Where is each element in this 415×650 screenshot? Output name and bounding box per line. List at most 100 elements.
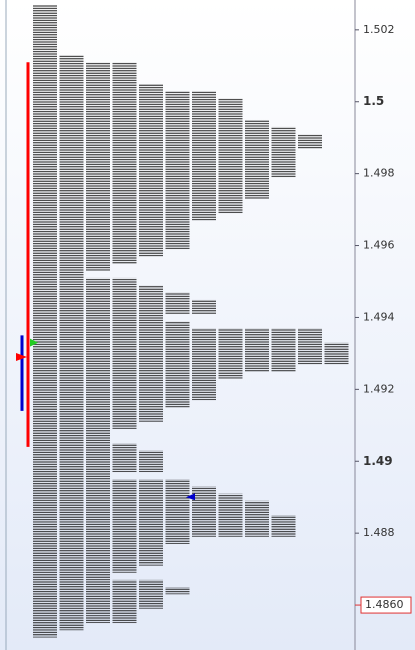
tpo-row xyxy=(33,119,272,127)
tpo-row xyxy=(33,177,272,185)
tpo-row xyxy=(33,227,192,235)
tpo-row xyxy=(33,69,139,77)
tpo-row xyxy=(33,385,219,393)
tpo-row xyxy=(33,4,60,12)
tpo-row xyxy=(33,400,192,408)
tpo-row xyxy=(33,126,298,135)
tpo-row xyxy=(33,529,298,537)
tpo-row xyxy=(33,536,192,544)
tpo-row xyxy=(33,220,192,228)
tpo-row xyxy=(33,213,219,221)
tpo-row xyxy=(33,90,219,99)
tpo-row xyxy=(33,335,325,343)
tpo-row xyxy=(33,565,139,573)
last-price-box xyxy=(360,596,412,614)
tpo-row xyxy=(33,105,245,113)
y-tick-label: 1.488 xyxy=(363,526,395,539)
tpo-row xyxy=(33,356,351,365)
tpo-row xyxy=(33,558,166,566)
tpo-row xyxy=(33,328,325,336)
tpo-row xyxy=(33,198,245,207)
tpo-row xyxy=(33,112,245,120)
tpo-row xyxy=(33,436,113,444)
tpo-row xyxy=(33,40,60,48)
tpo-row xyxy=(33,342,351,350)
tpo-row xyxy=(33,371,245,379)
tpo-row xyxy=(33,543,166,552)
tpo-row xyxy=(33,321,192,329)
tpo-row xyxy=(33,55,86,63)
tpo-row xyxy=(33,162,298,171)
y-tick-label: 1.5 xyxy=(363,94,384,108)
open-marker xyxy=(30,338,38,347)
tpo-row xyxy=(33,428,113,437)
tpo-row xyxy=(33,256,139,264)
tpo-row xyxy=(33,507,272,516)
tpo-row xyxy=(33,551,166,559)
tpo-row xyxy=(33,450,166,458)
tpo-row xyxy=(33,241,192,250)
y-tick-label: 1.494 xyxy=(363,310,395,323)
tpo-row xyxy=(33,249,166,257)
tpo-row xyxy=(33,26,60,34)
tpo-row xyxy=(33,608,139,616)
tpo-row xyxy=(33,33,60,41)
tpo-row xyxy=(33,270,86,278)
poc-marker xyxy=(16,352,27,361)
y-tick-label: 1.492 xyxy=(363,382,395,395)
tpo-row xyxy=(33,443,139,451)
y-tick-label: 1.496 xyxy=(363,239,395,252)
tpo-row xyxy=(33,76,139,84)
tpo-row xyxy=(33,601,166,609)
tpo-row xyxy=(33,148,298,156)
tpo-row xyxy=(33,263,113,271)
tpo-row xyxy=(33,170,298,178)
tpo-row xyxy=(33,493,245,501)
tpo-row xyxy=(33,292,192,300)
tpo-row xyxy=(33,11,60,20)
tpo-row xyxy=(33,299,219,307)
y-tick-label: 1.498 xyxy=(363,167,395,180)
tpo-row xyxy=(33,579,166,588)
tpo-row xyxy=(33,184,272,192)
tpo-row xyxy=(33,522,298,530)
tpo-row xyxy=(33,392,219,401)
tpo-row xyxy=(33,364,298,372)
tpo-row xyxy=(33,378,219,386)
tpo-row xyxy=(33,349,351,357)
tpo-row xyxy=(33,464,166,473)
tpo-row xyxy=(33,47,60,56)
tpo-row xyxy=(33,457,166,465)
tpo-row xyxy=(33,515,298,523)
tpo-row xyxy=(33,572,113,580)
tpo-row xyxy=(33,486,219,494)
tpo-row xyxy=(33,19,60,27)
tpo-row xyxy=(33,500,272,508)
tpo-row xyxy=(33,191,272,199)
tpo-row xyxy=(33,407,166,415)
close-marker xyxy=(186,493,195,501)
tpo-row xyxy=(33,98,245,106)
tpo-row xyxy=(33,234,192,242)
tpo-row xyxy=(33,62,139,70)
tpo-row xyxy=(33,623,86,631)
tpo-row xyxy=(33,206,245,214)
last-price-label: 1.4860 xyxy=(365,598,404,611)
tpo-row xyxy=(33,472,113,480)
tpo-row xyxy=(33,313,166,322)
tpo-row xyxy=(33,134,325,142)
tpo-row xyxy=(33,141,325,149)
tpo-row xyxy=(33,155,298,163)
tpo-row xyxy=(33,615,139,624)
tpo-row xyxy=(33,594,166,602)
tpo-row xyxy=(33,83,166,91)
tpo-row xyxy=(33,587,192,595)
tpo-row xyxy=(33,285,166,293)
tpo-row xyxy=(33,414,166,422)
tpo-row xyxy=(33,277,139,286)
tpo-row xyxy=(33,479,192,487)
y-tick-label: 1.502 xyxy=(363,23,395,36)
tpo-row xyxy=(33,306,219,314)
tpo-row xyxy=(33,630,60,638)
